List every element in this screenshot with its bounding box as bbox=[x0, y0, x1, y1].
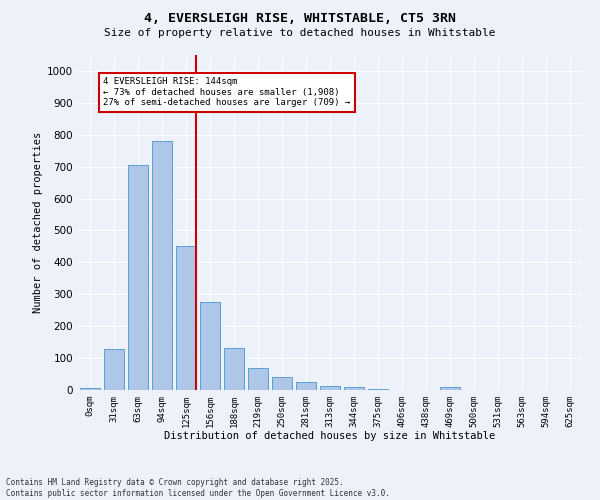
Bar bbox=[224, 348, 244, 390]
Bar bbox=[104, 348, 124, 390]
Text: 4, EVERSLEIGH RISE, WHITSTABLE, CT5 3RN: 4, EVERSLEIGH RISE, WHITSTABLE, CT5 3RN bbox=[144, 12, 456, 26]
Text: Contains HM Land Registry data © Crown copyright and database right 2025.
Contai: Contains HM Land Registry data © Crown c… bbox=[6, 478, 390, 498]
Y-axis label: Number of detached properties: Number of detached properties bbox=[33, 132, 43, 313]
Bar bbox=[440, 388, 460, 390]
Text: Size of property relative to detached houses in Whitstable: Size of property relative to detached ho… bbox=[104, 28, 496, 38]
Bar bbox=[320, 386, 340, 390]
Bar bbox=[248, 368, 268, 390]
Bar bbox=[176, 246, 196, 390]
Bar bbox=[296, 382, 316, 390]
Bar bbox=[344, 387, 364, 390]
Text: 4 EVERSLEIGH RISE: 144sqm
← 73% of detached houses are smaller (1,908)
27% of se: 4 EVERSLEIGH RISE: 144sqm ← 73% of detac… bbox=[103, 78, 350, 107]
Bar bbox=[152, 141, 172, 390]
Bar bbox=[80, 388, 100, 390]
Bar bbox=[128, 165, 148, 390]
X-axis label: Distribution of detached houses by size in Whitstable: Distribution of detached houses by size … bbox=[164, 432, 496, 442]
Bar bbox=[200, 302, 220, 390]
Bar bbox=[272, 377, 292, 390]
